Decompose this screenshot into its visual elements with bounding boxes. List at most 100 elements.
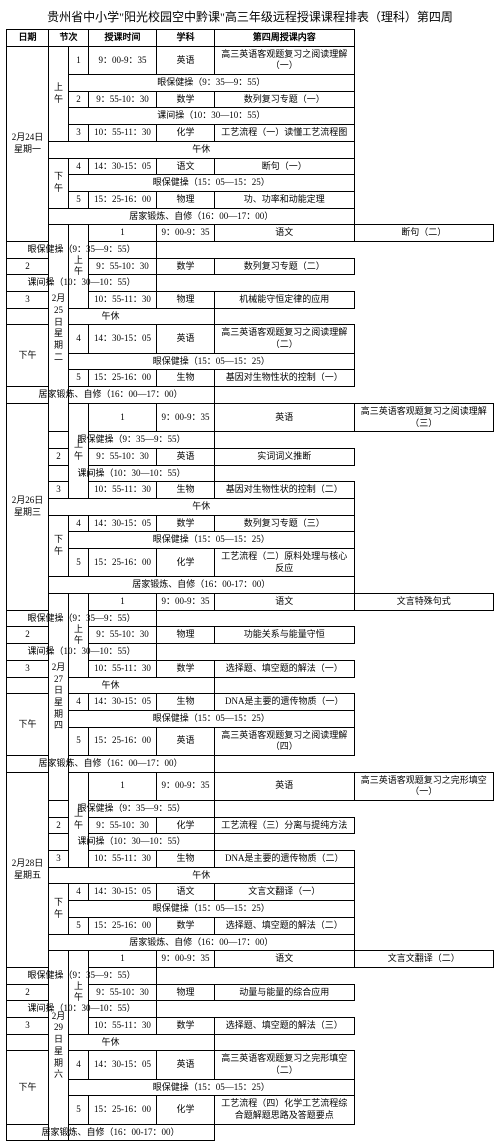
break-home: 居家锻炼、自修（16：00—17：00） xyxy=(7,755,215,772)
period-content: 数列复习专题（二） xyxy=(215,258,354,275)
period-subj: 数学 xyxy=(157,515,215,532)
period-subj: 英语 xyxy=(215,403,354,431)
table-row: 居家锻炼、自修（16：00-17：00） xyxy=(7,1124,494,1141)
break-eye-pm: 眼保健操（15：05—15：25） xyxy=(69,710,355,727)
table-row: 午休 xyxy=(7,867,494,884)
header-row: 日期 节次 授课时间 学科 第四周授课内容 xyxy=(7,30,494,47)
period-time: 15：25-16：00 xyxy=(89,727,157,755)
period-time: 10：55-11：30 xyxy=(89,660,157,677)
period-num: 1 xyxy=(69,46,89,74)
period-num: 3 xyxy=(7,660,49,677)
period-content: DNA是主要的遗传物质（二） xyxy=(215,851,354,868)
hdr-sess: 节次 xyxy=(49,30,89,47)
table-row: 课间操（10：30—10：55） xyxy=(7,108,494,125)
period-time: 9：00-9：35 xyxy=(157,594,215,611)
period-content: 文言特殊句式 xyxy=(354,594,494,611)
pm-cell: 下午 xyxy=(7,325,49,387)
period-num: 2 xyxy=(7,984,49,1001)
table-row: 下午414：30-15：05生物DNA是主要的遗传物质（一） xyxy=(7,694,494,711)
period-content: 高三英语客观题复习之完形填空（二） xyxy=(215,1051,354,1079)
table-row: 310：55-11：30化学工艺流程（一）读懂工艺流程图 xyxy=(7,125,494,142)
period-num: 4 xyxy=(69,694,89,711)
break-noon: 午休 xyxy=(7,677,215,694)
period-time: 14：30-15：05 xyxy=(89,158,157,175)
period-num: 5 xyxy=(69,370,89,387)
period-time: 15：25-16：00 xyxy=(89,549,157,577)
period-time: 14：30-15：05 xyxy=(89,1051,157,1079)
table-row: 515：25-16：00数学选择题、填空题的解法（二） xyxy=(7,917,494,934)
hdr-subj: 学科 xyxy=(157,30,215,47)
period-time: 14：30-15：05 xyxy=(89,515,157,532)
table-row: 午休 xyxy=(7,141,494,158)
period-subj: 数学 xyxy=(157,917,215,934)
pm-cell: 下午 xyxy=(49,158,69,208)
period-num: 3 xyxy=(49,482,69,499)
table-row: 眼保健操（15：05—15：25） xyxy=(7,901,494,918)
period-num: 1 xyxy=(89,225,157,242)
table-row: 眼保健操（9：35—9：55） xyxy=(7,432,494,449)
period-num: 4 xyxy=(69,515,89,532)
table-row: 居家锻炼、自修（16：00—17：00） xyxy=(7,387,494,404)
period-subj: 物理 xyxy=(157,292,215,309)
table-row: 2月26日星期三上午19：00-9：35英语高三英语客观题复习之阅读理解（三） xyxy=(7,403,494,431)
period-num: 3 xyxy=(7,292,49,309)
period-subj: 化学 xyxy=(157,125,215,142)
table-row: 下午414：30-15：05英语高三英语客观题复习之完形填空（二） xyxy=(7,1051,494,1079)
table-row: 下午414：30-15：05英语高三英语客观题复习之阅读理解（二） xyxy=(7,325,494,353)
period-content: 高三英语客观题复习之阅读理解（四） xyxy=(215,727,354,755)
period-content: 工艺流程（二）原料处理与核心反应 xyxy=(215,549,354,577)
break-eye-am: 眼保健操（9：35—9：55） xyxy=(7,241,157,258)
break-eye-am: 眼保健操（9：35—9：55） xyxy=(7,967,157,984)
period-time: 14：30-15：05 xyxy=(89,694,157,711)
table-row: 居家锻炼、自修（16：00-17：00） xyxy=(7,577,494,594)
break-eye-am: 眼保健操（9：35—9：55） xyxy=(7,610,157,627)
page-title: 贵州省中小学"阳光校园空中黔课"高三年级远程授课课程排表（理科）第四周 xyxy=(6,8,494,25)
period-subj: 语文 xyxy=(157,884,215,901)
table-row: 下午414：30-15：05数学数列复习专题（三） xyxy=(7,515,494,532)
period-subj: 语文 xyxy=(215,594,354,611)
table-row: 眼保健操（15：05—15：25） xyxy=(7,353,494,370)
period-num: 2 xyxy=(49,448,69,465)
pm-cell: 下午 xyxy=(49,884,69,934)
period-subj: 英语 xyxy=(157,46,215,74)
table-row: 眼保健操（15：05—15：25） xyxy=(7,532,494,549)
period-num: 4 xyxy=(69,1051,89,1079)
table-row: 午休 xyxy=(7,677,494,694)
period-subj: 生物 xyxy=(157,851,215,868)
break-inter: 课间操（10：30—10：55） xyxy=(49,834,215,851)
table-row: 2月29日星期六上午19：00-9：35语文文言文翻译（二） xyxy=(7,951,494,968)
table-row: 眼保健操（15：05—15：25） xyxy=(7,710,494,727)
hdr-time: 授课时间 xyxy=(89,30,157,47)
period-time: 9：55-10：30 xyxy=(89,984,157,1001)
period-time: 9：55-10：30 xyxy=(89,448,157,465)
break-home: 居家锻炼、自修（16：00-17：00） xyxy=(7,1124,215,1141)
period-subj: 物理 xyxy=(157,191,215,208)
table-row: 29：55-10：30数学数列复习专题（一） xyxy=(7,91,494,108)
table-row: 515：25-16：00物理功、功率和动能定理 xyxy=(7,191,494,208)
period-content: 高三英语客观题复习之阅读理解（二） xyxy=(215,325,354,353)
period-content: 选择题、填空题的解法（二） xyxy=(215,917,354,934)
period-num: 2 xyxy=(7,627,49,644)
am-cell: 上午 xyxy=(69,594,89,677)
period-num: 2 xyxy=(49,817,69,834)
period-time: 15：25-16：00 xyxy=(89,917,157,934)
period-subj: 英语 xyxy=(157,448,215,465)
table-row: 课间操（10：30—10：55） xyxy=(7,465,494,482)
period-time: 10：55-11：30 xyxy=(89,851,157,868)
period-time: 9：55-10：30 xyxy=(89,258,157,275)
period-subj: 化学 xyxy=(157,817,215,834)
period-content: 选择题、填空题的解法（一） xyxy=(215,660,354,677)
period-subj: 化学 xyxy=(157,549,215,577)
period-num: 5 xyxy=(69,727,89,755)
period-time: 14：30-15：05 xyxy=(89,884,157,901)
break-eye-am: 眼保健操（9：35—9：55） xyxy=(69,75,355,92)
period-content: 功、功率和动能定理 xyxy=(215,191,354,208)
period-subj: 生物 xyxy=(157,370,215,387)
period-subj: 语文 xyxy=(215,225,354,242)
period-time: 9：00-9：35 xyxy=(89,46,157,74)
period-time: 15：25-16：00 xyxy=(89,370,157,387)
table-row: 515：25-16：00生物基因对生物性状的控制（一） xyxy=(7,370,494,387)
table-row: 居家锻炼、自修（16：00—17：00） xyxy=(7,208,494,225)
table-row: 眼保健操（15：05—15：25） xyxy=(7,1079,494,1096)
period-num: 1 xyxy=(89,403,157,431)
